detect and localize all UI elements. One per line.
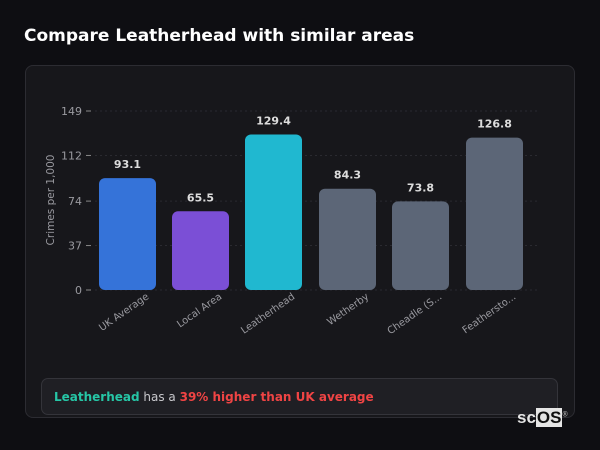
- x-tick-label: Wetherby: [325, 291, 371, 328]
- y-axis-label: Crimes per 1,000: [45, 155, 57, 246]
- x-tick-label: UK Average: [97, 291, 151, 333]
- summary-text: has a: [139, 390, 180, 404]
- bar-3: [319, 188, 376, 290]
- page-title: Compare Leatherhead with similar areas: [24, 26, 415, 46]
- y-tick-label: 0: [75, 284, 82, 297]
- bar-0: [99, 178, 156, 290]
- y-tick-label: 149: [61, 105, 82, 118]
- scos-logo: scOS®: [517, 408, 568, 427]
- summary-box: Leatherhead has a 39% higher than UK ave…: [41, 378, 558, 415]
- x-tick-label: Local Area: [175, 291, 224, 330]
- summary-place: Leatherhead: [54, 390, 140, 404]
- summary-highlight: 39% higher than UK average: [179, 390, 374, 404]
- x-tick-label: Cheadle (S...: [386, 291, 445, 337]
- y-tick-label: 112: [61, 149, 82, 162]
- data-label: 129.4: [256, 115, 291, 128]
- data-label: 93.1: [114, 158, 141, 171]
- x-tick-label: Leatherhead: [239, 291, 297, 336]
- data-label: 84.3: [334, 169, 361, 182]
- data-label: 126.8: [477, 118, 512, 131]
- bar-4: [392, 201, 449, 290]
- y-tick-label: 37: [68, 240, 82, 253]
- bar-2: [245, 134, 302, 290]
- data-label: 73.8: [407, 181, 434, 194]
- bar-1: [172, 211, 229, 290]
- x-tick-label: Feathersto...: [461, 291, 519, 336]
- bar-5: [466, 137, 523, 290]
- data-label: 65.5: [187, 191, 214, 204]
- y-tick-label: 74: [68, 195, 82, 208]
